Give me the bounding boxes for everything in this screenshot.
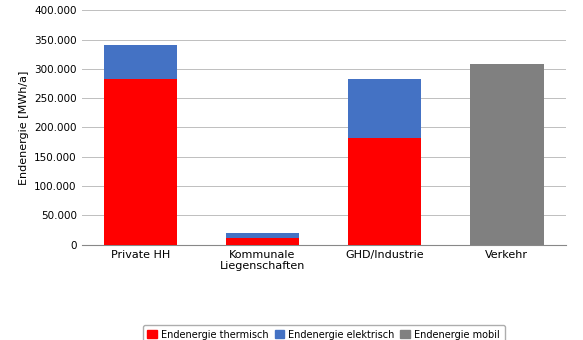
Bar	[226, 233, 299, 238]
Bar	[226, 238, 299, 245]
Bar	[348, 80, 422, 138]
Y-axis label: Endenergie [MWh/a]: Endenergie [MWh/a]	[19, 70, 29, 185]
Bar	[348, 138, 422, 245]
Legend: Endenergie thermisch, Endenergie elektrisch, Endenergie mobil: Endenergie thermisch, Endenergie elektri…	[143, 325, 504, 340]
Bar	[104, 80, 177, 245]
Bar	[470, 64, 543, 245]
Bar	[104, 45, 177, 80]
